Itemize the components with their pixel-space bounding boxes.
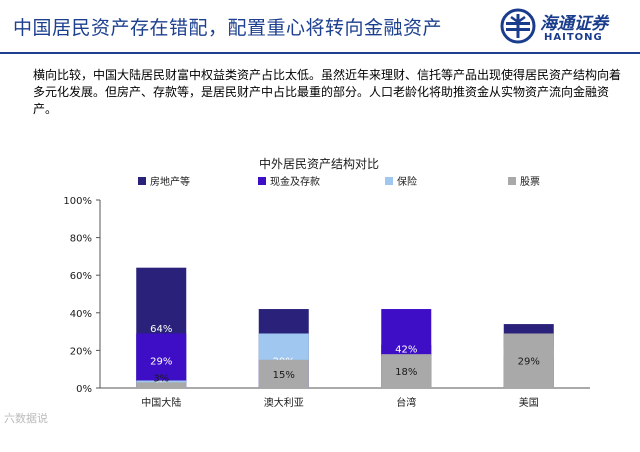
bar-segment [258, 359, 309, 388]
bar-segment [136, 333, 187, 388]
bar-data-label: 29% [518, 357, 540, 368]
y-tick-label: 20% [70, 346, 92, 357]
x-axis: 中国大陆 澳大利亚 台湾 美国 [100, 387, 590, 409]
bar-data-label: 29% [150, 357, 172, 368]
y-axis: 0% 20% 40% 60% 80% 100% [63, 196, 101, 395]
bar-data-label: 3% [153, 373, 169, 384]
y-tick-label: 80% [70, 234, 92, 245]
legend-swatch [385, 177, 393, 185]
asset-structure-chart: 中外居民资产结构对比 房地产等 现金及存款 保险 股票 0% 20% 40% 60% 80% 1… [63, 156, 590, 409]
chart-title: 中外居民资产结构对比 [259, 156, 379, 171]
legend-swatch [258, 177, 266, 185]
y-tick-label: 60% [70, 271, 92, 282]
haitong-logo-icon [500, 8, 536, 44]
bar-data-label: 18% [395, 367, 417, 378]
watermark: 六数据说 [4, 412, 48, 425]
logo-chinese-text: 海通证券 [540, 14, 608, 34]
x-tick-label: 澳大利亚 [264, 396, 304, 409]
legend-label: 保险 [397, 175, 417, 188]
company-logo: 海通证券 HAITONG [500, 8, 630, 48]
y-tick-label: 100% [63, 196, 92, 207]
bar-segment [503, 333, 554, 388]
y-tick-label: 40% [70, 309, 92, 320]
bar-data-label: 64% [150, 324, 172, 335]
legend-swatch [138, 177, 146, 185]
bar-data-label: 42% [395, 345, 417, 356]
header-divider [0, 52, 640, 54]
bar-segment [381, 354, 432, 388]
x-tick-label: 美国 [519, 396, 539, 409]
legend-label: 股票 [520, 176, 540, 188]
page-title: 中国居民资产存在错配，配置重心将转向金融资产 [13, 17, 443, 39]
x-tick-label: 中国大陆 [141, 396, 181, 409]
bar-data-label: 15% [273, 370, 295, 381]
bar-segment [136, 382, 187, 388]
intro-paragraph: 横向比较，中国大陆居民财富中权益类资产占比太低。虽然近年来理财、信托等产品出现使… [33, 67, 623, 118]
bar-stacks: 64%29%4%3%42%15%29%15%23%42%17%18%34%17%… [136, 267, 554, 391]
header: 中国居民资产存在错配，配置重心将转向金融资产 海通证券 HAITONG [0, 0, 640, 54]
legend-label: 房地产等 [150, 175, 190, 188]
intro-text: 横向比较，中国大陆居民财富中权益类资产占比太低。虽然近年来理财、信托等产品出现使… [33, 68, 622, 116]
legend-label: 现金及存款 [270, 175, 320, 188]
logo-english-text: HAITONG [544, 32, 603, 43]
x-tick-label: 台湾 [396, 396, 416, 409]
chart-legend: 房地产等 现金及存款 保险 股票 [138, 175, 540, 188]
legend-swatch [508, 177, 516, 185]
y-tick-label: 0% [76, 384, 92, 395]
